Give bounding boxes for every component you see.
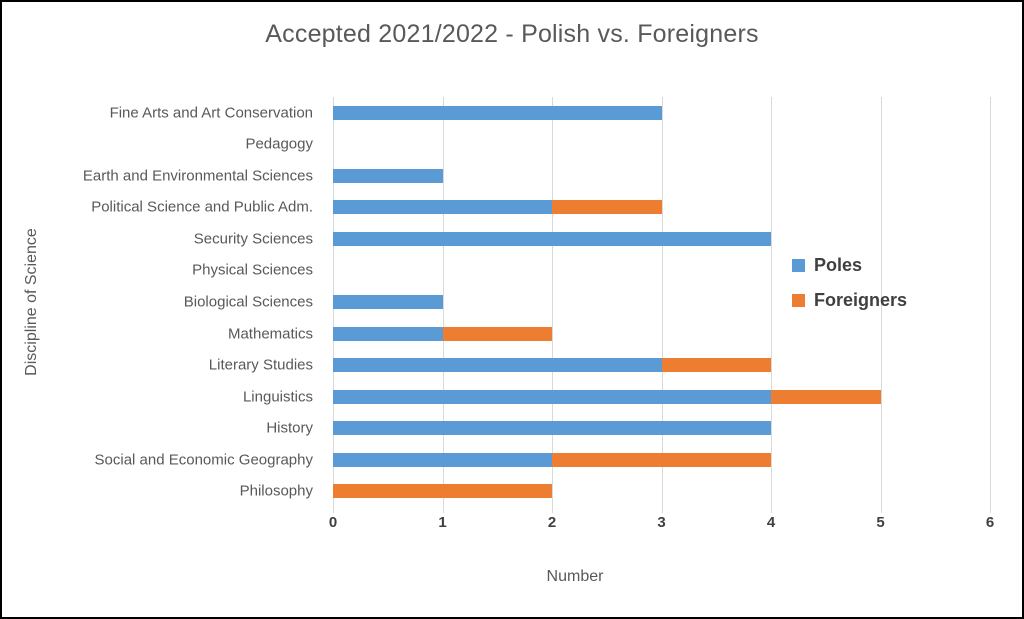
category-label: Philosophy — [239, 482, 313, 500]
category-label: Security Sciences — [193, 230, 313, 248]
x-tick-label-1: 1 — [438, 514, 447, 531]
category-label: Literary Studies — [208, 356, 313, 374]
legend-label: Poles — [814, 254, 863, 275]
x-tick-label-5: 5 — [876, 514, 885, 531]
bar-segment-poles — [333, 421, 771, 436]
bar-segment-poles — [333, 452, 552, 467]
category-label: Pedagogy — [245, 135, 313, 153]
legend-swatch-foreigners — [792, 293, 805, 307]
category-label: Earth and Environmental Sciences — [82, 167, 313, 185]
category-axis-labels: Fine Arts and Art Conservation Pedagogy Ea… — [2, 97, 323, 507]
x-axis-title: Number — [546, 568, 604, 585]
bar-segment-poles — [333, 389, 771, 404]
category-label: History — [266, 419, 313, 437]
category-label: Fine Arts and Art Conservation — [109, 104, 313, 122]
gridline-x-5 — [881, 97, 882, 513]
category-label: Biological Sciences — [183, 293, 313, 311]
bar-segment-foreigners — [333, 484, 552, 499]
legend-item-foreigners: Foreigners — [792, 289, 907, 311]
category-label: Political Science and Public Adm. — [91, 198, 313, 216]
x-tick-label-2: 2 — [547, 514, 557, 531]
gridline-x-3 — [662, 97, 663, 513]
bar-segment-poles — [333, 326, 443, 341]
legend-item-poles: Poles — [792, 254, 907, 276]
gridline-x-4 — [771, 97, 772, 513]
bar-segment-poles — [333, 358, 662, 373]
bar-segment-poles — [333, 168, 443, 183]
bar-segment-poles — [333, 105, 662, 120]
bar-segment-foreigners — [552, 452, 771, 467]
bar-segment-foreigners — [661, 358, 771, 373]
gridline-x-6 — [990, 97, 991, 513]
x-tick-label-4: 4 — [766, 514, 776, 531]
legend: Poles Foreigners — [792, 254, 907, 324]
x-tick-label-3: 3 — [657, 514, 666, 531]
plot-area — [333, 97, 991, 513]
gridline-x-1 — [443, 97, 444, 513]
category-label: Social and Economic Geography — [94, 451, 313, 469]
category-label: Linguistics — [242, 388, 313, 406]
bar-segment-foreigners — [771, 389, 881, 404]
bar-segment-foreigners — [442, 326, 552, 341]
x-tick-label-6: 6 — [985, 514, 995, 531]
category-label: Mathematics — [227, 325, 313, 343]
bar-segment-poles — [333, 200, 552, 215]
bar-segment-poles — [333, 295, 443, 309]
legend-label: Foreigners — [814, 289, 908, 310]
category-label: Physical Sciences — [192, 261, 313, 279]
bar-segment-poles — [333, 231, 771, 246]
bar-segment-foreigners — [552, 200, 662, 215]
x-tick-label-0: 0 — [328, 514, 338, 531]
legend-swatch-poles — [792, 258, 805, 272]
gridline-x-2 — [552, 97, 553, 513]
chart-title: Accepted 2021/2022 - Polish vs. Foreigne… — [265, 20, 759, 48]
